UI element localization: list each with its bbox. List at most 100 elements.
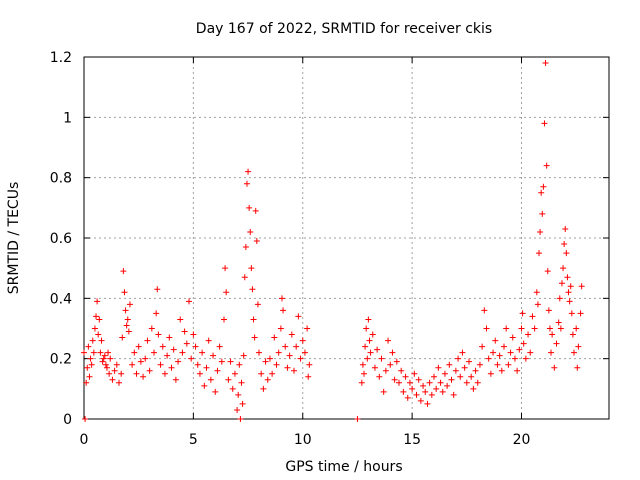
data-point [235,391,242,398]
data-point [365,316,372,323]
data-point [565,289,572,296]
data-point [529,313,536,320]
data-point [385,337,392,344]
data-point [146,367,153,374]
data-point [269,370,276,377]
data-point [102,361,109,368]
data-point [234,406,241,413]
data-point [85,343,92,350]
data-point [121,289,128,296]
data-point [537,228,544,235]
data-point [457,373,464,380]
data-points [81,60,585,422]
data-point [218,358,225,365]
data-point [358,379,365,386]
data-point [501,343,507,350]
data-point [254,301,261,308]
data-point [400,388,407,395]
data-point [179,349,186,356]
data-point [511,355,518,362]
data-point [492,337,499,344]
data-point [553,340,560,347]
data-point [122,307,129,314]
x-tick-label: 5 [189,432,198,448]
data-point [199,349,206,356]
data-point [271,334,278,341]
data-point [409,385,416,392]
data-point [439,388,446,395]
data-point [518,325,525,332]
data-point [538,189,545,196]
data-point [393,358,400,365]
data-point [525,331,532,338]
data-point [84,364,91,371]
data-point [366,337,373,344]
data-point [544,268,551,275]
data-point [153,310,160,317]
data-point [522,355,529,362]
data-point [562,225,569,232]
x-axis-label: GPS time / hours [285,459,402,475]
data-point [568,310,575,317]
data-point [406,379,413,386]
data-point [533,289,540,296]
data-point [124,316,131,323]
data-point [119,334,126,341]
data-point [88,361,95,368]
data-point [107,355,114,362]
data-point [248,265,255,272]
data-point [468,373,475,380]
data-point [225,376,232,383]
data-point [519,310,526,317]
data-point [541,120,548,127]
data-point [266,355,273,362]
data-point [448,376,455,383]
data-point [509,334,516,341]
data-point [249,286,256,293]
data-point [413,391,420,398]
data-point [549,331,556,338]
data-point [433,385,440,392]
data-point [564,274,571,281]
data-point [516,346,523,353]
data-point [470,385,477,392]
plot-frame [83,56,610,420]
data-point [241,274,248,281]
data-point [301,349,308,356]
data-point [503,325,510,332]
data-point [164,352,171,359]
y-tick-label: 0.4 [50,291,72,307]
data-point [463,379,470,386]
data-point [374,346,381,353]
data-point [170,346,177,353]
data-point [123,322,130,329]
data-point [498,367,505,374]
data-point [103,364,110,371]
data-point [126,301,133,308]
data-point [557,325,564,332]
data-point [426,379,433,386]
data-point [545,307,552,314]
data-point [288,331,295,338]
data-point [459,349,466,356]
data-point [260,385,267,392]
data-point [578,283,585,290]
data-point [558,280,565,287]
data-point [227,358,234,365]
data-point [214,367,221,374]
data-point [137,358,144,365]
data-point [299,337,306,344]
data-point [496,352,503,359]
data-point [242,244,249,251]
data-point [246,204,253,211]
data-point [461,364,468,371]
data-point [190,331,197,338]
data-point [520,340,527,347]
data-point [555,319,562,326]
data-point [452,367,459,374]
data-point [172,376,179,383]
data-point [444,382,451,389]
data-point [82,416,89,422]
data-point [89,337,96,344]
data-point [382,367,389,374]
